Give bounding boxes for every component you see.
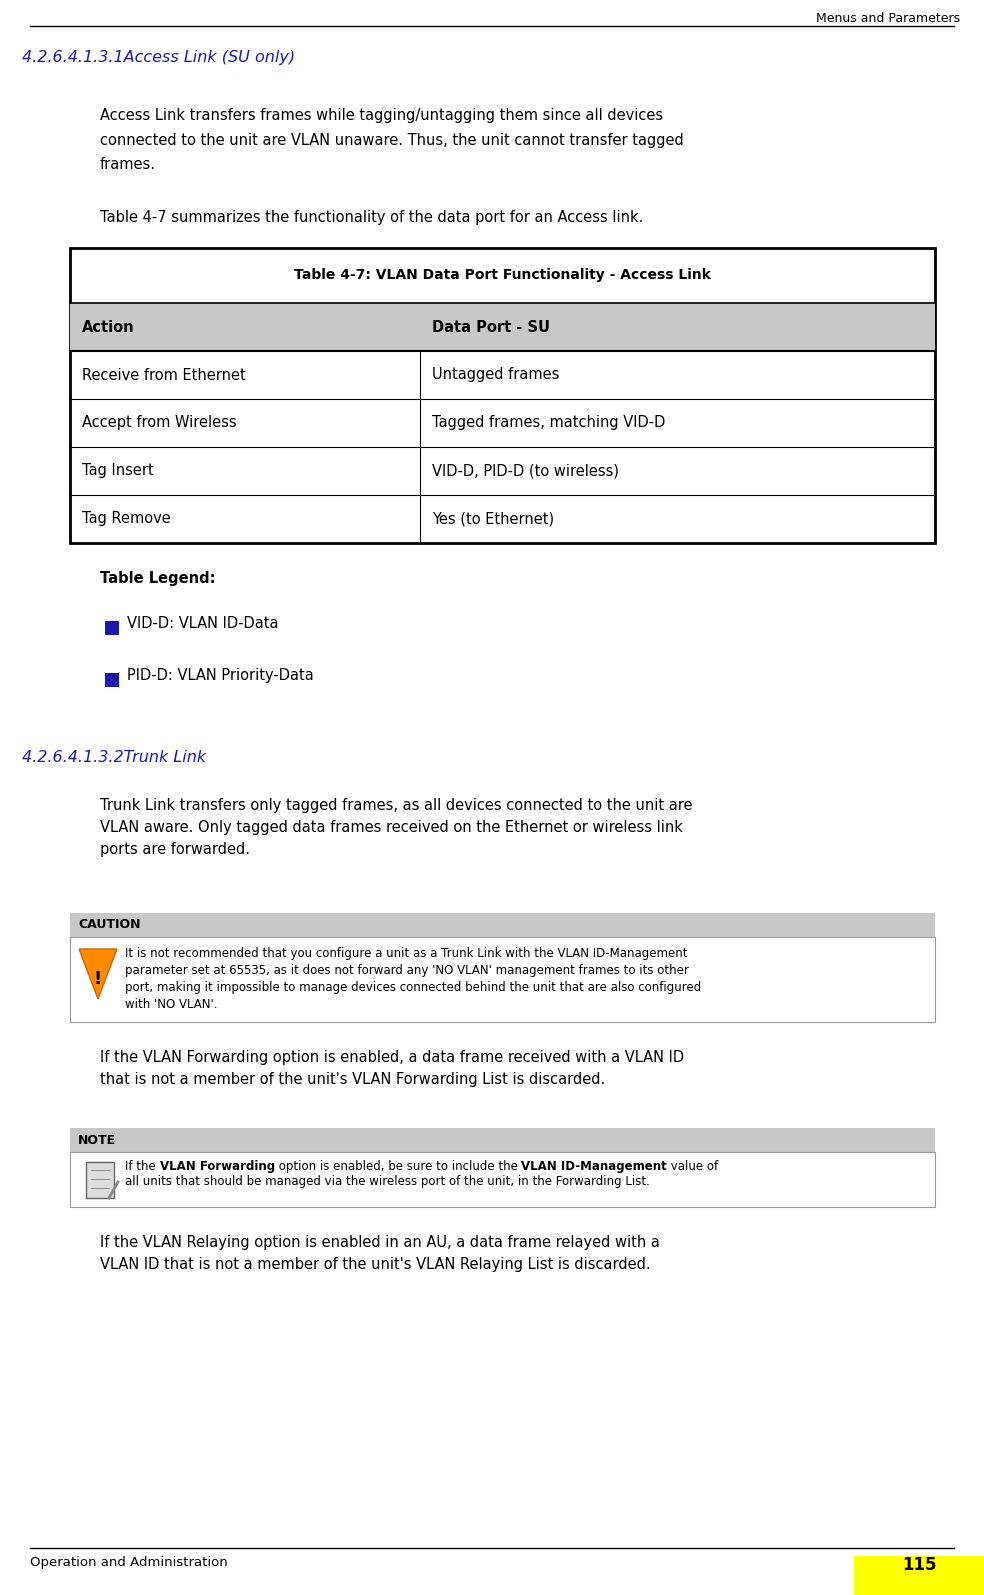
Text: Trunk Link transfers only tagged frames, as all devices connected to the unit ar: Trunk Link transfers only tagged frames,… — [100, 798, 693, 858]
Text: If the VLAN Forwarding option is enabled, a data frame received with a VLAN ID
t: If the VLAN Forwarding option is enabled… — [100, 1050, 684, 1088]
Text: Yes (to Ethernet): Yes (to Ethernet) — [432, 512, 554, 526]
Bar — [70, 1128, 935, 1152]
Text: PID-D: VLAN Priority-Data: PID-D: VLAN Priority-Data — [127, 668, 314, 683]
Text: VID-D: VLAN ID-Data: VID-D: VLAN ID-Data — [127, 616, 278, 632]
Bar — [70, 247, 935, 542]
Text: It is not recommended that you configure a unit as a Trunk Link with the VLAN ID: It is not recommended that you configure… — [125, 947, 702, 1011]
Text: all units that should be managed via the wireless port of the unit, in the Forwa: all units that should be managed via the… — [125, 1176, 649, 1188]
Polygon shape — [79, 949, 117, 998]
Bar — [105, 673, 119, 687]
Text: NOTE: NOTE — [78, 1134, 116, 1147]
Text: 115: 115 — [901, 1557, 936, 1574]
Text: Operation and Administration: Operation and Administration — [30, 1557, 227, 1569]
Text: option is enabled, be sure to include the: option is enabled, be sure to include th… — [275, 1160, 522, 1172]
Text: VID-D, PID-D (to wireless): VID-D, PID-D (to wireless) — [432, 464, 619, 478]
Bar — [70, 1152, 935, 1207]
Text: 4.2.6.4.1.3.2Trunk Link: 4.2.6.4.1.3.2Trunk Link — [22, 750, 206, 766]
Text: 4.2.6.4.1.3.1Access Link (SU only): 4.2.6.4.1.3.1Access Link (SU only) — [22, 49, 295, 65]
Text: Untagged frames: Untagged frames — [432, 367, 559, 383]
Text: Table 4-7 summarizes the functionality of the data port for an Access link.: Table 4-7 summarizes the functionality o… — [100, 211, 644, 225]
Text: If the VLAN Relaying option is enabled in an AU, a data frame relayed with a
VLA: If the VLAN Relaying option is enabled i… — [100, 1235, 660, 1273]
Text: Tagged frames, matching VID-D: Tagged frames, matching VID-D — [432, 416, 665, 431]
Text: Receive from Ethernet: Receive from Ethernet — [82, 367, 246, 383]
Text: value of: value of — [667, 1160, 718, 1172]
Text: Tag Remove: Tag Remove — [82, 512, 171, 526]
Text: Access Link transfers frames while tagging/untagging them since all devices
conn: Access Link transfers frames while taggi… — [100, 108, 684, 172]
Text: VLAN ID-Management: VLAN ID-Management — [522, 1160, 667, 1172]
Bar — [854, 1557, 984, 1595]
Bar — [70, 912, 935, 936]
Text: Menus and Parameters: Menus and Parameters — [816, 13, 960, 26]
Text: Action: Action — [82, 319, 135, 335]
Text: CAUTION: CAUTION — [78, 919, 141, 931]
Bar — [105, 620, 119, 635]
Bar — [70, 303, 935, 351]
Text: Accept from Wireless: Accept from Wireless — [82, 416, 236, 431]
Text: VLAN Forwarding: VLAN Forwarding — [159, 1160, 275, 1172]
Text: Tag Insert: Tag Insert — [82, 464, 154, 478]
Text: Table Legend:: Table Legend: — [100, 571, 215, 585]
Text: Data Port - SU: Data Port - SU — [432, 319, 550, 335]
Text: !: ! — [93, 970, 102, 987]
Text: Table 4-7: VLAN Data Port Functionality - Access Link: Table 4-7: VLAN Data Port Functionality … — [294, 268, 710, 282]
Text: If the: If the — [125, 1160, 159, 1172]
Bar — [70, 936, 935, 1022]
Bar — [86, 1163, 114, 1198]
